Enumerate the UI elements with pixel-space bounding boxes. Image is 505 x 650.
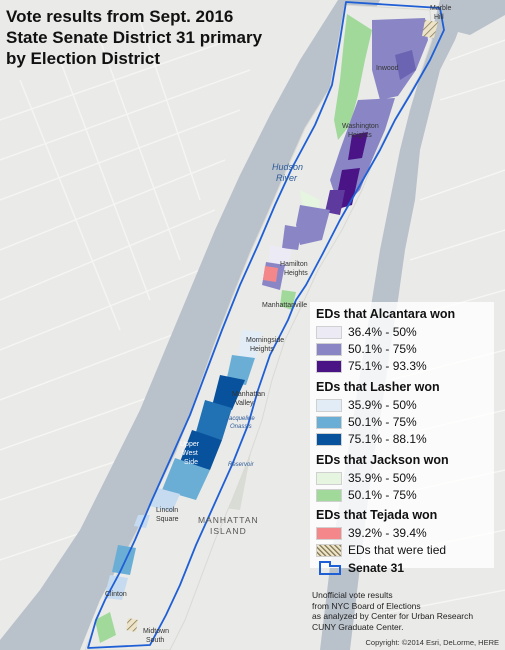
- note-line-3: as analyzed by Center for Urban Research: [312, 611, 474, 621]
- label-clinton: Clinton: [105, 591, 127, 598]
- legend-label-tied: EDs that were tied: [348, 543, 447, 557]
- label-hamilton-heights: Heights: [284, 270, 308, 277]
- legend-swatch-lasher-2: [316, 416, 342, 429]
- legend-swatch-lasher-1: [316, 399, 342, 412]
- label-washington: Washington: [342, 123, 379, 130]
- bronx-water: [450, 0, 505, 35]
- label-inwood: Inwood: [376, 65, 399, 72]
- label-marble-1: Marble: [430, 5, 452, 12]
- note-line-4: CUNY Graduate Center.: [312, 621, 404, 632]
- label-island: ISLAND: [210, 526, 247, 536]
- label-upper-west-1: Upper: [180, 441, 200, 448]
- legend-heading-tejada: EDs that Tejada won: [316, 508, 438, 522]
- label-manhattan-valley-2: Valley: [235, 400, 254, 407]
- label-manhattanville: Manhattanville: [262, 302, 307, 309]
- label-reservoir-3: Reservoir: [228, 462, 255, 468]
- legend-label-tejada-1: 39.2% - 39.4%: [348, 526, 427, 540]
- legend-label-senate-31: Senate 31: [348, 561, 405, 575]
- label-morningside-heights: Heights: [250, 346, 274, 353]
- map-title: Vote results from Sept. 2016 State Senat…: [6, 6, 306, 69]
- label-morningside: Morningside: [246, 337, 284, 344]
- note-line-2: from NYC Board of Elections: [312, 600, 421, 611]
- senate-31-boundary: [87, 1, 445, 649]
- label-river: River: [276, 173, 298, 183]
- lasher-districts: [104, 330, 262, 600]
- label-hamilton: Hamilton: [280, 261, 308, 268]
- legend-swatch-alcantara-3: [316, 360, 342, 373]
- legend-swatch-tied: [316, 544, 342, 557]
- label-upper-west-2: West: [182, 450, 198, 457]
- legend-heading-alcantara: EDs that Alcantara won: [316, 307, 456, 321]
- label-manhattan: MANHATTAN: [198, 515, 259, 525]
- copyright-text: Copyright: ©2014 Esri, DeLorme, HERE: [365, 638, 500, 647]
- legend-heading-jackson: EDs that Jackson won: [316, 453, 449, 467]
- legend-label-alcantara-2: 50.1% - 75%: [348, 342, 417, 356]
- legend-swatch-jackson-2: [316, 489, 342, 502]
- label-marble-2: Hill: [434, 14, 444, 21]
- hudson-river: [0, 0, 380, 650]
- map-labels: Hudson River Inwood Washington Heights H…: [105, 5, 452, 644]
- label-lincoln: Lincoln: [156, 507, 178, 514]
- legend-label-lasher-3: 75.1% - 88.1%: [348, 432, 427, 446]
- senate-outline-icon: [319, 561, 341, 575]
- legend-swatch-tejada-1: [316, 527, 342, 540]
- label-midtown-1: Midtown: [143, 628, 169, 635]
- legend-label-jackson-1: 35.9% - 50%: [348, 471, 417, 485]
- title-line-2: State Senate District 31 primary: [6, 28, 263, 47]
- legend-label-alcantara-3: 75.1% - 93.3%: [348, 359, 427, 373]
- label-hudson: Hudson: [272, 162, 303, 172]
- title-line-1: Vote results from Sept. 2016: [6, 7, 234, 26]
- legend-swatch-lasher-3: [316, 433, 342, 446]
- title-line-3: by Election District: [6, 49, 160, 68]
- label-upper-west-3: Side: [184, 459, 198, 466]
- legend-swatch-alcantara-1: [316, 326, 342, 339]
- label-midtown-2: South: [146, 637, 164, 644]
- tejada-districts: [263, 266, 278, 282]
- legend-label-lasher-1: 35.9% - 50%: [348, 398, 417, 412]
- legend-label-lasher-2: 50.1% - 75%: [348, 415, 417, 429]
- legend-swatch-jackson-1: [316, 472, 342, 485]
- label-reservoir-1: Jacqueline: [225, 416, 255, 422]
- legend-label-alcantara-1: 36.4% - 50%: [348, 325, 417, 339]
- label-washington-heights: Heights: [348, 132, 372, 139]
- label-manhattan-valley-1: Manhattan: [232, 391, 265, 398]
- legend-swatch-alcantara-2: [316, 343, 342, 356]
- label-square: Square: [156, 516, 179, 523]
- note-line-1: Unofficial vote results: [312, 590, 393, 600]
- map-legend: EDs that Alcantara won 36.4% - 50% 50.1%…: [310, 302, 494, 575]
- tied-districts: [126, 20, 438, 632]
- source-note: Unofficial vote results from NYC Board o…: [312, 590, 500, 632]
- label-reservoir-2: Onassis: [230, 424, 252, 430]
- legend-label-jackson-2: 50.1% - 75%: [348, 488, 417, 502]
- legend-heading-lasher: EDs that Lasher won: [316, 380, 440, 394]
